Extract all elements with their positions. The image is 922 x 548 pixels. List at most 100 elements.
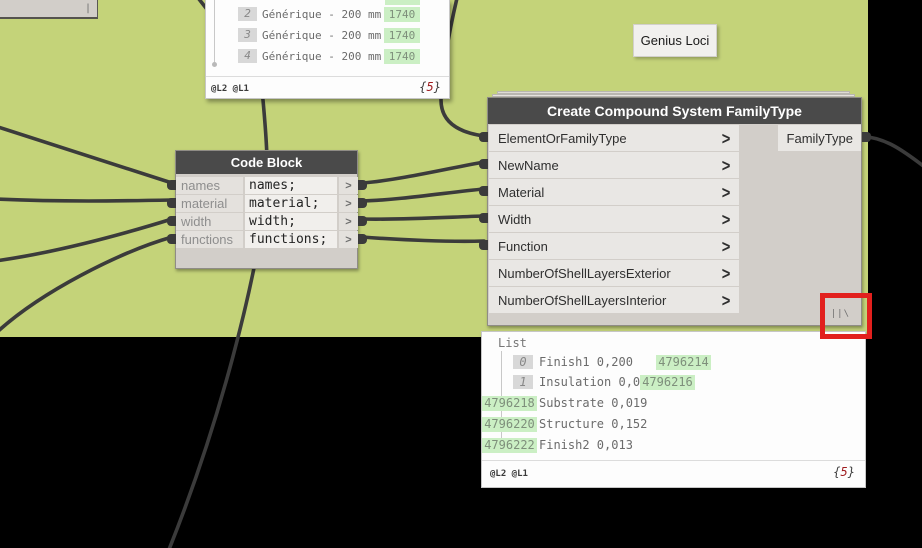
list-item: 4 Finish2 0,013 4796222 [482,437,867,453]
wire-to-names-input[interactable] [0,125,174,185]
index-badge: 2 [238,7,257,21]
wire-familytype-output[interactable] [859,134,922,168]
input-port-newname[interactable]: NewName > [489,152,739,178]
element-id-badge[interactable]: 1740 [384,48,420,64]
node-title: Create Compound System FamilyType [547,103,802,119]
tree-guide-dot [212,62,217,67]
node-header[interactable]: Create Compound System FamilyType [488,98,861,124]
input-port-numberofshelllayersinterior[interactable]: NumberOfShellLayersInterior > [489,287,739,313]
levels-indicator[interactable]: @L2 @L1 [211,84,249,94]
brace: } [433,80,441,94]
element-id-badge[interactable]: 4796216 [640,374,695,390]
chevron-right-icon: > [721,155,731,175]
list-item: 2 Générique - 200 mm 1740 [206,6,451,22]
wire-names-to-newname[interactable] [360,160,486,185]
brace: } [847,465,855,479]
list-item: 2 Substrate 0,019 4796218 [482,395,867,411]
chevron-right-icon: > [721,209,731,229]
genius-loci-label: Genius Loci [633,24,717,57]
brace: { [419,80,427,94]
input-port-connector[interactable] [167,216,176,226]
index-badge: 3 [238,28,257,42]
levels-indicator[interactable]: @L2 @L1 [490,469,528,479]
port-label: NewName [498,157,559,173]
code-line[interactable]: width; [245,213,337,230]
preview-bubble-walltypes[interactable]: 2 Générique - 200 mm 1740 3 Générique - … [205,0,450,99]
input-port-numberofshelllayersexterior[interactable]: NumberOfShellLayersExterior > [489,260,739,286]
wire-material-to-material[interactable] [360,187,486,203]
wire-width-to-width[interactable] [360,214,486,221]
input-port-connector[interactable] [479,132,488,142]
input-port-label[interactable]: width [176,213,243,230]
code-line[interactable]: names; [245,177,337,194]
element-id-badge[interactable]: 1740 [384,6,420,22]
input-port-label[interactable]: material [176,195,243,212]
output-port[interactable]: > [339,195,358,212]
port-label: ElementOrFamilyType [498,130,627,146]
list-item: 1 Insulation 0,076 4796216 [482,374,867,390]
input-port-connector[interactable] [167,180,176,190]
item-label: Insulation 0,076 [539,375,655,389]
chevron-right-icon: > [721,182,731,202]
output-port-connector[interactable] [862,132,871,142]
create-compound-system-familytype-node[interactable]: Create Compound System FamilyType Elemen… [479,91,871,326]
wire-functions-to-function[interactable] [360,235,486,244]
output-port[interactable]: > [339,231,358,248]
output-port-connector[interactable] [358,180,367,190]
wire-to-material-input[interactable] [0,197,174,203]
input-port-connector[interactable] [479,159,488,169]
chevron-right-icon: > [721,236,731,256]
code-line[interactable]: functions; [245,231,337,248]
input-port-connector[interactable] [479,186,488,196]
input-port-material[interactable]: Material > [489,179,739,205]
element-id-badge[interactable]: 4796214 [656,354,711,370]
lacing-icon[interactable]: ||\ [830,309,850,319]
wire-to-elementorfamilytype-input[interactable] [439,0,486,138]
node-title: Code Block [230,155,303,170]
partial-node-footer[interactable]: | [0,0,98,19]
output-port-connector[interactable] [358,198,367,208]
input-port-connector[interactable] [167,198,176,208]
output-port-familytype[interactable]: FamilyType [778,125,861,151]
input-port-elementorfamilytype[interactable]: ElementOrFamilyType > [489,125,739,151]
element-id-badge[interactable]: 1740 [384,27,420,43]
port-label: Function [498,238,548,254]
item-label: Générique - 200 mm [262,28,382,42]
input-port-width[interactable]: Width > [489,206,739,232]
port-label: FamilyType [786,130,853,146]
output-port-connector[interactable] [358,234,367,244]
input-port-label[interactable]: names [176,177,243,194]
index-badge: 1 [513,375,533,389]
element-id-badge[interactable]: 4796222 [482,437,537,453]
wire-to-functions-input[interactable] [0,235,174,334]
code-block-node[interactable]: Code Block names names; > material mater… [167,150,367,269]
item-label: Structure 0,152 [539,417,648,431]
input-port-connector[interactable] [479,213,488,223]
footer-separator [482,460,865,461]
output-port[interactable]: > [339,177,358,194]
wire-to-width-input[interactable] [0,217,174,263]
lacing-icon[interactable]: | [84,3,92,14]
input-port-function[interactable]: Function > [489,233,739,259]
preview-title[interactable]: List [498,336,527,350]
list-item: 4 Générique - 200 mm 1740 [206,48,451,64]
node-body[interactable]: Create Compound System FamilyType Elemen… [487,97,862,326]
list-item: 3 Structure 0,152 4796220 [482,416,867,432]
input-port-connector[interactable] [479,240,488,250]
item-label: Finish1 0,200 [539,355,633,369]
element-id-badge[interactable]: 4796220 [482,416,537,432]
element-id-badge[interactable]: 4796218 [482,395,537,411]
node-header[interactable]: Code Block [176,151,357,174]
input-port-connector[interactable] [167,234,176,244]
output-port[interactable]: > [339,213,358,230]
output-port-connector[interactable] [358,216,367,226]
code-line[interactable]: material; [245,195,337,212]
code-block-row: material material; > [176,195,358,212]
preview-bubble-list[interactable]: List 0 Finish1 0,200 4796214 1 Insulatio… [481,331,866,488]
input-port-label[interactable]: functions [176,231,243,248]
port-label: Material [498,184,545,200]
port-label: NumberOfShellLayersExterior [498,265,671,281]
count-value: 5 [840,465,848,479]
footer-separator [206,76,449,77]
